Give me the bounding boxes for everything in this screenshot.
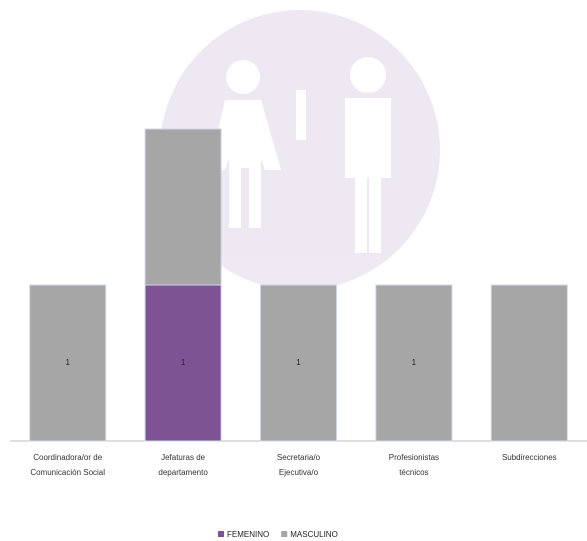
data-label: 1 [296,358,301,367]
data-label: 1 [181,358,186,367]
legend-label: MASCULINO [290,530,338,539]
x-tick-label: Profesionistas técnicos [359,450,469,480]
legend-label: FEMENINO [227,530,269,539]
legend-swatch [218,531,224,537]
x-tick-label: Coordinadora/or de Comunicación Social [13,450,123,480]
x-tick-label: Subdirecciones [474,450,584,465]
x-tick-label: Jefaturas de departamento [128,450,238,480]
bar-segment [491,285,567,441]
x-tick-label: Secretaria/o Ejecutiva/o [244,450,354,480]
data-label: 1 [412,358,417,367]
bar-segment [145,129,221,285]
legend-swatch [281,531,287,537]
data-label: 1 [65,358,70,367]
chart: 110110FEMENINOMASCULINO Coordinadora/or … [0,0,587,541]
